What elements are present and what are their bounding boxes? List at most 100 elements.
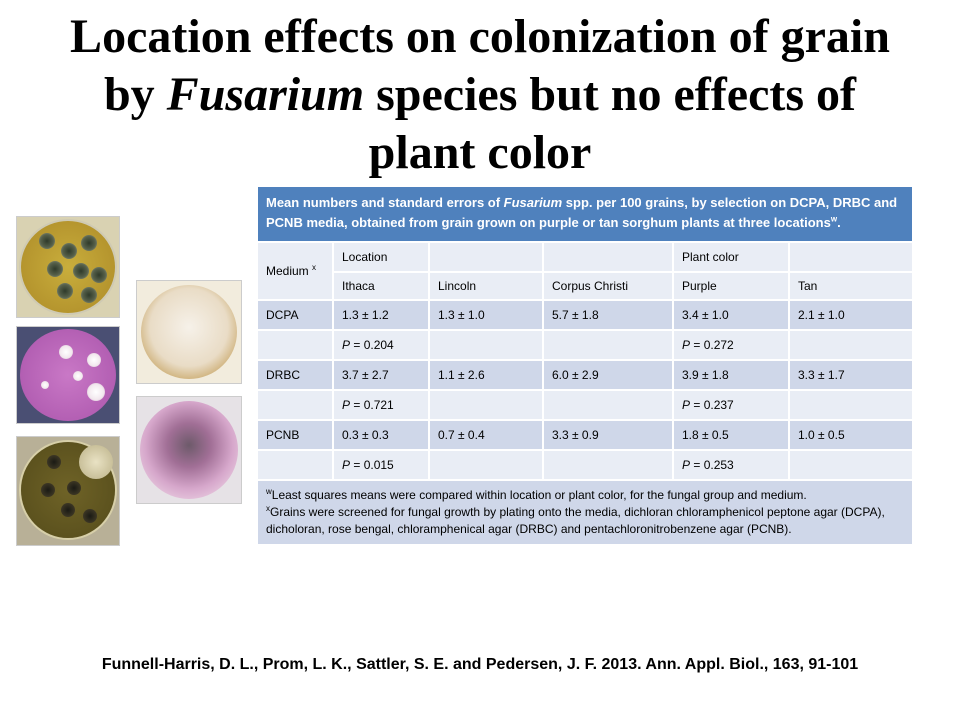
empty-cell — [256, 389, 334, 421]
value-cell: 5.7 ± 1.8 — [542, 299, 674, 331]
p-number: 0.015 — [363, 458, 394, 472]
petri-dish — [141, 285, 237, 379]
fungal-colony — [81, 235, 97, 251]
fungal-colony — [83, 509, 97, 523]
column-header: Purple — [672, 271, 790, 301]
p-number: 0.204 — [363, 338, 394, 352]
group-header: Location — [332, 241, 430, 273]
p-number: 0.721 — [363, 398, 394, 412]
fungal-colony — [47, 261, 63, 277]
fungal-colony — [87, 383, 105, 401]
fungal-colony — [41, 381, 49, 389]
fungal-colony — [79, 445, 113, 479]
petri-dish-photo-drbc — [16, 326, 120, 424]
title-line-3: plant color — [368, 126, 592, 179]
column-header: Tan — [787, 271, 915, 301]
fungal-colony — [67, 481, 81, 495]
fungal-colony — [73, 263, 89, 279]
column-header-medium: Medium x — [256, 241, 334, 301]
value-cell: 6.0 ± 2.9 — [542, 359, 674, 391]
medium-label: Medium — [266, 264, 309, 278]
table-row: DCPA 1.3 ± 1.2 1.3 ± 1.0 5.7 ± 1.8 3.4 ±… — [256, 299, 915, 331]
value-cell: 1.3 ± 1.2 — [332, 299, 430, 331]
medium-cell: DRBC — [256, 359, 334, 391]
petri-dish-photo-dcpa — [16, 216, 120, 318]
table-footnotes: wLeast squares means were compared withi… — [255, 479, 915, 546]
p-symbol: P — [682, 458, 691, 472]
fungal-colony — [39, 233, 55, 249]
table-row: DRBC 3.7 ± 2.7 1.1 ± 2.6 6.0 ± 2.9 3.9 ±… — [256, 359, 915, 391]
value-cell: 3.3 ± 0.9 — [542, 419, 674, 451]
citation: Funnell-Harris, D. L., Prom, L. K., Satt… — [101, 656, 859, 673]
footnote-x: xGrains were screened for fungal growth … — [266, 504, 904, 538]
footnote-text: Grains were screened for fungal growth b… — [266, 505, 885, 536]
medium-cell: PCNB — [256, 419, 334, 451]
column-header: Lincoln — [428, 271, 544, 301]
value-cell: 2.1 ± 1.0 — [787, 299, 915, 331]
petri-dish-photo-white-mycelium — [136, 280, 242, 384]
p-equals: = — [350, 458, 364, 472]
value-cell: 0.7 ± 0.4 — [428, 419, 544, 451]
fungal-colony — [61, 243, 77, 259]
petri-dish-photo-pink-mycelium — [136, 396, 242, 504]
p-equals: = — [690, 458, 704, 472]
empty-cell — [542, 329, 674, 361]
title-line-1: Location effects on colonization of grai… — [70, 10, 890, 63]
medium-footnote-mark: x — [312, 263, 317, 272]
petri-dish-photo-pcnb — [16, 436, 120, 546]
fungal-colony — [73, 371, 83, 381]
p-number: 0.272 — [703, 338, 734, 352]
fungal-colony — [57, 283, 73, 299]
title-genus: Fusarium — [166, 68, 365, 121]
caption-text: Mean numbers and standard errors of — [266, 195, 504, 210]
p-number: 0.253 — [703, 458, 734, 472]
caption-genus: Fusarium — [503, 195, 563, 210]
column-header: Corpus Christi — [542, 271, 674, 301]
p-number: 0.237 — [703, 398, 734, 412]
caption-footnote-mark: w — [830, 214, 838, 224]
empty-cell — [787, 449, 915, 481]
empty-cell — [256, 449, 334, 481]
table-row-pvalue: P = 0.015 P = 0.253 — [256, 449, 915, 481]
p-symbol: P — [342, 398, 351, 412]
empty-cell — [428, 329, 544, 361]
p-symbol: P — [682, 398, 691, 412]
fusarium-table: Mean numbers and standard errors of Fusa… — [255, 185, 915, 546]
caption-text: spp. per 100 grains, by selection on DCP… — [266, 195, 898, 230]
value-cell: 3.3 ± 1.7 — [787, 359, 915, 391]
fungal-colony — [41, 483, 55, 497]
empty-cell — [542, 389, 674, 421]
p-equals: = — [350, 338, 364, 352]
value-cell: 3.9 ± 1.8 — [672, 359, 790, 391]
p-symbol: P — [682, 338, 691, 352]
value-cell: 1.1 ± 2.6 — [428, 359, 544, 391]
value-cell: 1.3 ± 1.0 — [428, 299, 544, 331]
value-cell: 1.0 ± 0.5 — [787, 419, 915, 451]
p-value-color: P = 0.253 — [672, 449, 790, 481]
title-line-2: by Fusarium species but no effects of — [20, 66, 940, 124]
group-header — [428, 241, 544, 273]
medium-cell: DCPA — [256, 299, 334, 331]
p-value-color: P = 0.237 — [672, 389, 790, 421]
p-symbol: P — [342, 458, 351, 472]
group-header: Plant color — [672, 241, 790, 273]
petri-dish — [20, 329, 116, 421]
empty-cell — [256, 329, 334, 361]
table-caption: Mean numbers and standard errors of Fusa… — [255, 185, 915, 243]
p-equals: = — [350, 398, 364, 412]
p-symbol: P — [342, 338, 351, 352]
fungal-colony — [91, 267, 107, 283]
p-value-location: P = 0.204 — [332, 329, 430, 361]
column-header: Ithaca — [332, 271, 430, 301]
fungal-colony — [59, 345, 73, 359]
table-row: PCNB 0.3 ± 0.3 0.7 ± 0.4 3.3 ± 0.9 1.8 ±… — [256, 419, 915, 451]
fungal-colony — [61, 503, 75, 517]
p-equals: = — [690, 338, 704, 352]
title-text: species but no effects of — [364, 68, 857, 121]
fungal-colony — [47, 455, 61, 469]
p-value-location: P = 0.015 — [332, 449, 430, 481]
empty-cell — [787, 329, 915, 361]
p-value-location: P = 0.721 — [332, 389, 430, 421]
empty-cell — [428, 389, 544, 421]
footnote-mark: w — [266, 487, 272, 496]
